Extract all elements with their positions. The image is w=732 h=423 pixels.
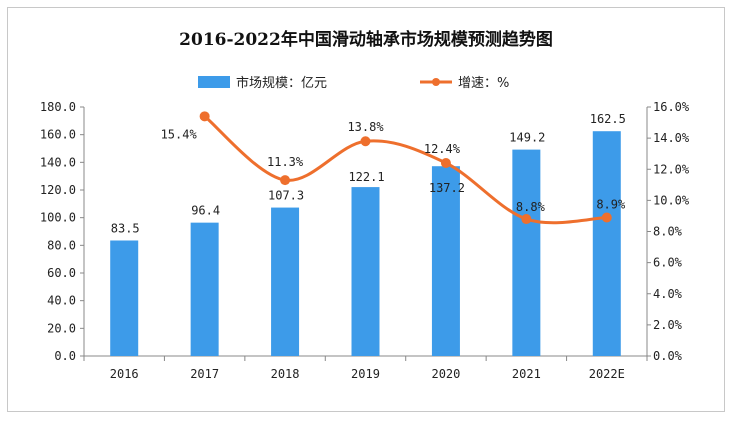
bar-data-label: 83.5 xyxy=(111,221,140,235)
bar-data-label: 122.1 xyxy=(348,170,384,184)
legend-bar-label: 市场规模：亿元 xyxy=(236,75,327,91)
y-left-tick-label: 100.0 xyxy=(40,211,76,225)
legend-line-marker xyxy=(432,78,440,86)
bar-data-label: 149.2 xyxy=(509,131,545,145)
bar xyxy=(271,207,300,356)
line-data-label: 15.4% xyxy=(161,127,198,141)
line-data-label: 11.3% xyxy=(267,155,304,169)
line-data-label: 8.8% xyxy=(516,200,546,214)
growth-line xyxy=(203,115,607,225)
bar-data-label: 96.4 xyxy=(191,204,220,218)
line-data-label: 12.4% xyxy=(424,142,461,156)
bar xyxy=(351,187,380,356)
growth-marker xyxy=(280,175,291,186)
x-tick-label: 2022E xyxy=(589,367,625,381)
y-right-tick-label: 10.0% xyxy=(653,193,690,207)
chart-title: 2016-2022年中国滑动轴承市场规模预测趋势图 xyxy=(179,29,553,50)
growth-marker xyxy=(199,111,210,122)
y-left-tick-label: 40.0 xyxy=(47,294,76,308)
x-tick-label: 2016 xyxy=(110,367,139,381)
y-left-tick-label: 60.0 xyxy=(47,266,76,280)
growth-marker xyxy=(521,214,532,225)
y-left-tick-label: 0.0 xyxy=(54,349,76,363)
bar xyxy=(110,240,139,356)
growth-marker xyxy=(360,136,371,147)
y-right-tick-label: 12.0% xyxy=(653,162,690,176)
x-tick-label: 2017 xyxy=(190,367,219,381)
y-right-tick-label: 2.0% xyxy=(653,318,683,332)
y-right-tick-label: 0.0% xyxy=(653,349,683,363)
y-left-tick-label: 160.0 xyxy=(40,128,76,142)
y-right-tick-label: 16.0% xyxy=(653,100,690,114)
y-right-tick-label: 8.0% xyxy=(653,225,683,239)
bar xyxy=(512,149,541,356)
line-data-label: 13.8% xyxy=(347,120,384,134)
growth-marker xyxy=(601,212,612,223)
bar-data-label: 162.5 xyxy=(590,112,626,126)
y-right-tick-label: 14.0% xyxy=(653,131,690,145)
line-data-label: 8.9% xyxy=(596,197,626,211)
bar-data-label: 137.2 xyxy=(429,181,465,195)
legend-line-label: 增速：% xyxy=(458,76,509,91)
x-tick-label: 2020 xyxy=(431,367,460,381)
y-left-tick-label: 20.0 xyxy=(47,321,76,335)
bar xyxy=(431,166,460,356)
bar xyxy=(592,131,621,356)
growth-marker xyxy=(440,158,451,169)
y-left-tick-label: 180.0 xyxy=(40,100,76,114)
chart-frame xyxy=(7,7,725,412)
bar xyxy=(190,222,219,356)
legend-bar-swatch xyxy=(198,76,230,88)
y-left-tick-label: 120.0 xyxy=(40,183,76,197)
legend: 市场规模：亿元 增速：% xyxy=(198,75,509,91)
x-tick-label: 2021 xyxy=(512,367,541,381)
y-left-tick-label: 80.0 xyxy=(47,238,76,252)
x-tick-label: 2018 xyxy=(271,367,300,381)
bar-data-label: 107.3 xyxy=(268,189,304,203)
y-right-tick-label: 4.0% xyxy=(653,287,683,301)
x-tick-label: 2019 xyxy=(351,367,380,381)
y-left-tick-label: 140.0 xyxy=(40,155,76,169)
y-right-tick-label: 6.0% xyxy=(653,256,683,270)
